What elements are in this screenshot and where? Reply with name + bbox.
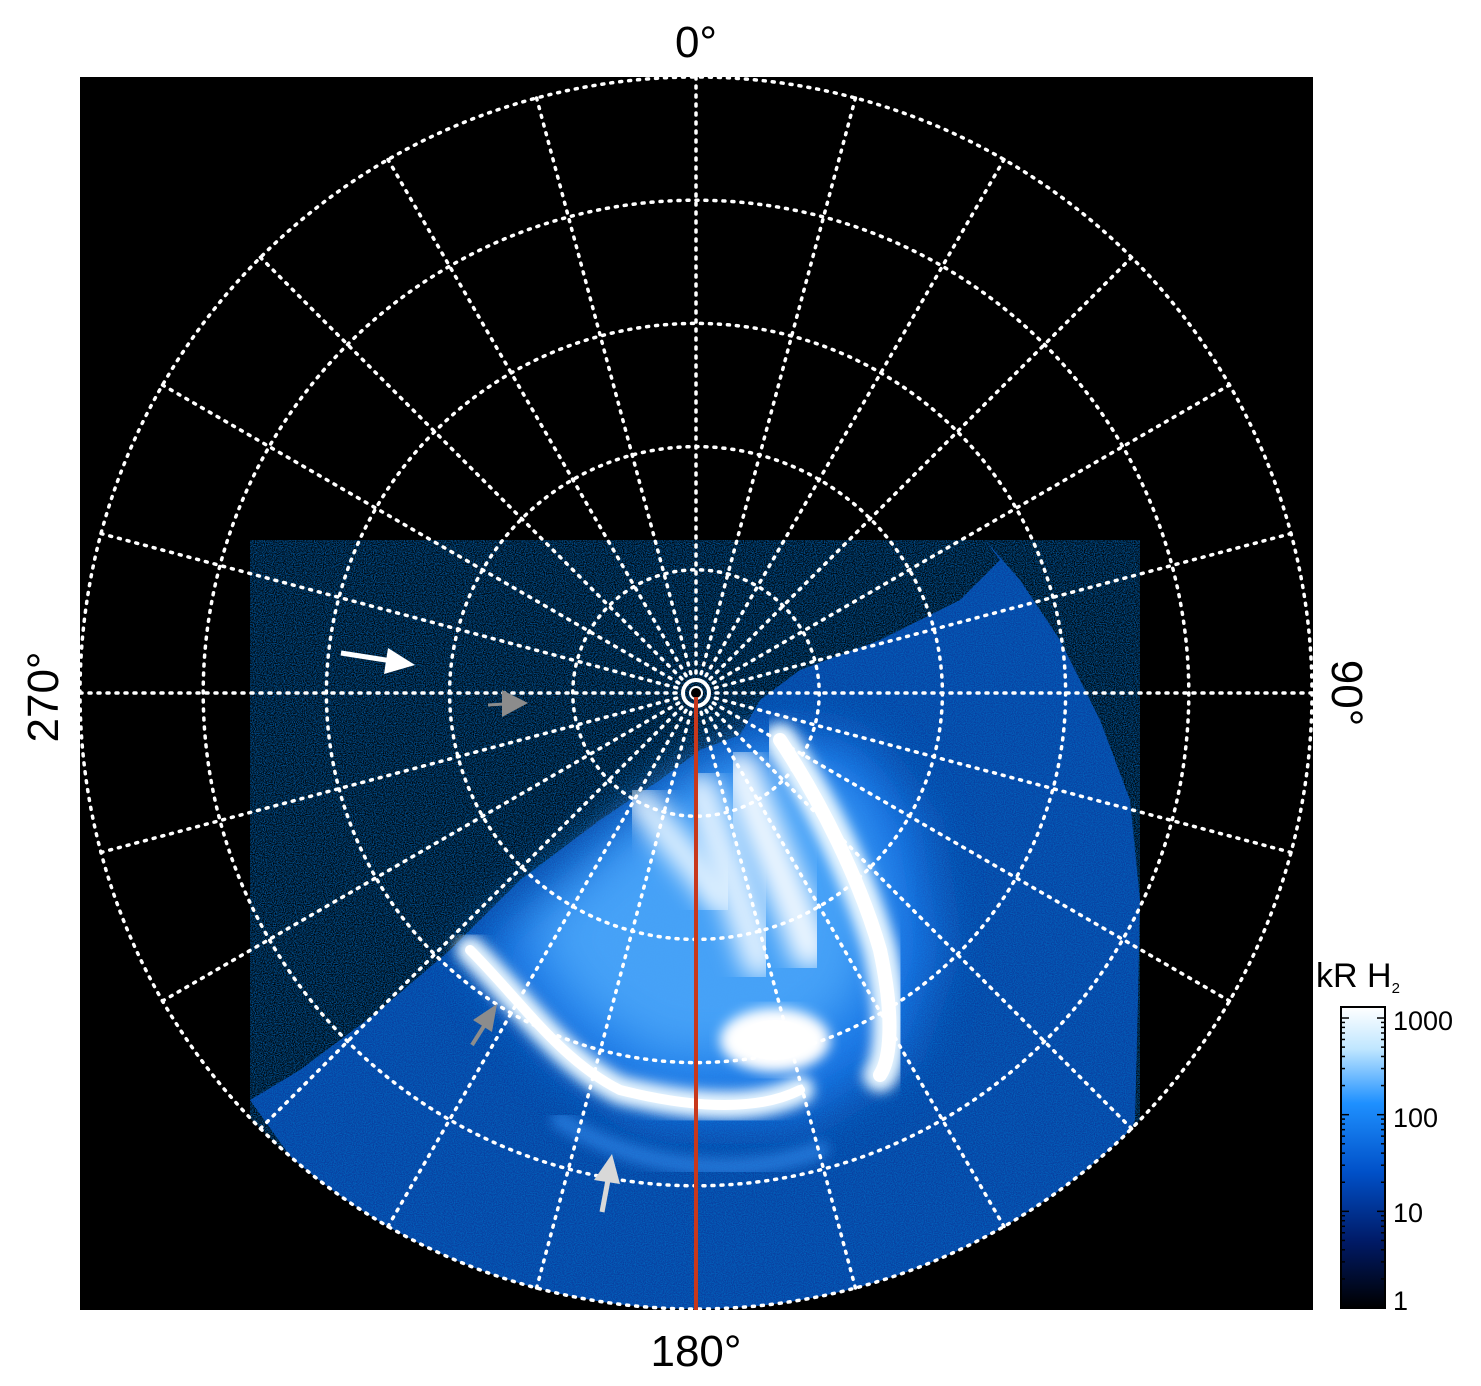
grid-ring xyxy=(80,77,1313,1310)
grid-ring xyxy=(571,568,821,818)
label-top: 0° xyxy=(675,18,717,67)
arrow-gray-lower xyxy=(470,1004,497,1047)
grid-spoke xyxy=(704,157,1006,678)
grid-spoke xyxy=(258,255,684,681)
colorbar: kR H2 1000 100 10 1 xyxy=(1316,957,1453,1316)
polar-grid xyxy=(80,77,1313,1310)
grid-spoke xyxy=(704,708,1006,1229)
grid-spoke xyxy=(713,696,1293,855)
grid-spoke xyxy=(534,96,693,676)
colorbar-tick-1000: 1000 xyxy=(1393,1006,1453,1036)
arrow-light-lower xyxy=(594,1154,620,1213)
label-bottom: 180° xyxy=(650,1327,741,1376)
grid-spoke xyxy=(258,705,684,1131)
grid-spoke xyxy=(708,705,1134,1131)
grid-ring xyxy=(324,321,1068,1065)
label-right: 90° xyxy=(1322,660,1371,727)
grid-spoke xyxy=(160,383,681,685)
grid-spoke xyxy=(99,531,679,690)
grid-spoke xyxy=(699,96,858,676)
grid-spoke xyxy=(713,531,1293,690)
colorbar-tick-10: 10 xyxy=(1393,1198,1423,1228)
grid-spoke xyxy=(386,157,688,678)
grid-spoke xyxy=(534,710,693,1290)
colorbar-title: kR H2 xyxy=(1316,957,1400,997)
grid-spoke xyxy=(708,255,1134,681)
label-left: 270° xyxy=(19,651,68,742)
arrow-white xyxy=(340,648,415,674)
grid-spoke xyxy=(711,383,1232,685)
arrow-gray xyxy=(487,690,528,717)
grid-spoke xyxy=(699,710,858,1290)
grid-spoke xyxy=(386,708,688,1229)
colorbar-tick-1: 1 xyxy=(1393,1286,1408,1316)
grid-spoke xyxy=(160,701,681,1003)
colorbar-title-subscript: 2 xyxy=(1392,980,1400,997)
colorbar-tick-100: 100 xyxy=(1393,1103,1438,1133)
grid-spoke xyxy=(99,696,679,855)
colorbar-gradient xyxy=(1340,1006,1386,1309)
grid-spoke xyxy=(711,701,1232,1003)
